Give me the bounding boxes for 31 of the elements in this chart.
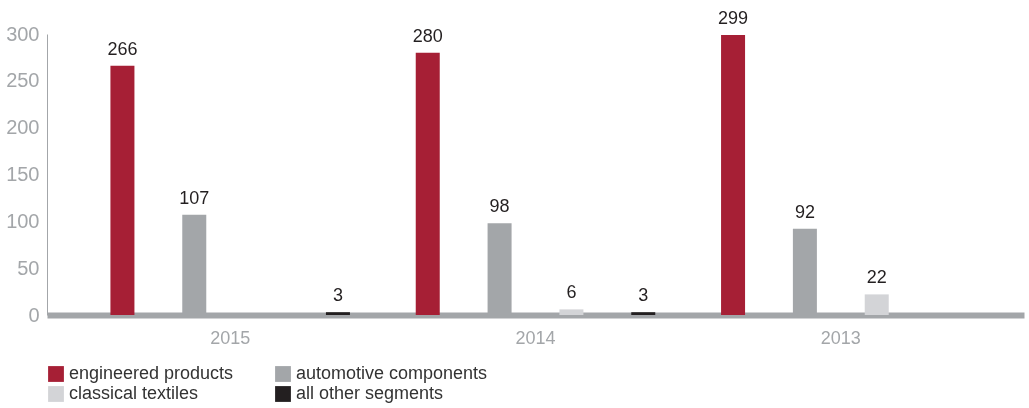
bar [110, 65, 135, 315]
data-label: 107 [179, 187, 210, 208]
bar [864, 294, 889, 315]
legend-label: engineered products [69, 363, 234, 383]
data-label: 266 [107, 38, 138, 59]
data-label: 6 [566, 282, 577, 303]
y-tick-label: 50 [17, 256, 40, 279]
y-tick-label: 300 [6, 22, 40, 45]
data-label: 3 [638, 285, 649, 306]
y-tick-label: 100 [6, 209, 40, 232]
bar [415, 52, 440, 315]
bar [631, 312, 656, 315]
legend-label: automotive components [296, 363, 488, 383]
data-label: 98 [489, 196, 510, 217]
x-tick-label: 2015 [210, 327, 251, 348]
x-tick-label: 2013 [820, 327, 861, 348]
data-label: 299 [718, 7, 749, 28]
y-tick-label: 0 [28, 303, 40, 326]
data-label: 280 [412, 25, 443, 46]
legend-label: all other segments [296, 383, 444, 403]
y-tick-label: 200 [6, 116, 40, 139]
bar [559, 309, 584, 315]
bar [721, 34, 746, 315]
y-tick-label: 150 [6, 163, 40, 185]
data-label: 22 [866, 267, 887, 288]
legend-label: classical textiles [69, 383, 199, 403]
data-label: 3 [332, 285, 343, 306]
x-tick-label: 2014 [515, 327, 556, 348]
bar [325, 312, 350, 315]
data-label: 92 [794, 201, 815, 222]
y-tick-label: 250 [6, 69, 40, 92]
